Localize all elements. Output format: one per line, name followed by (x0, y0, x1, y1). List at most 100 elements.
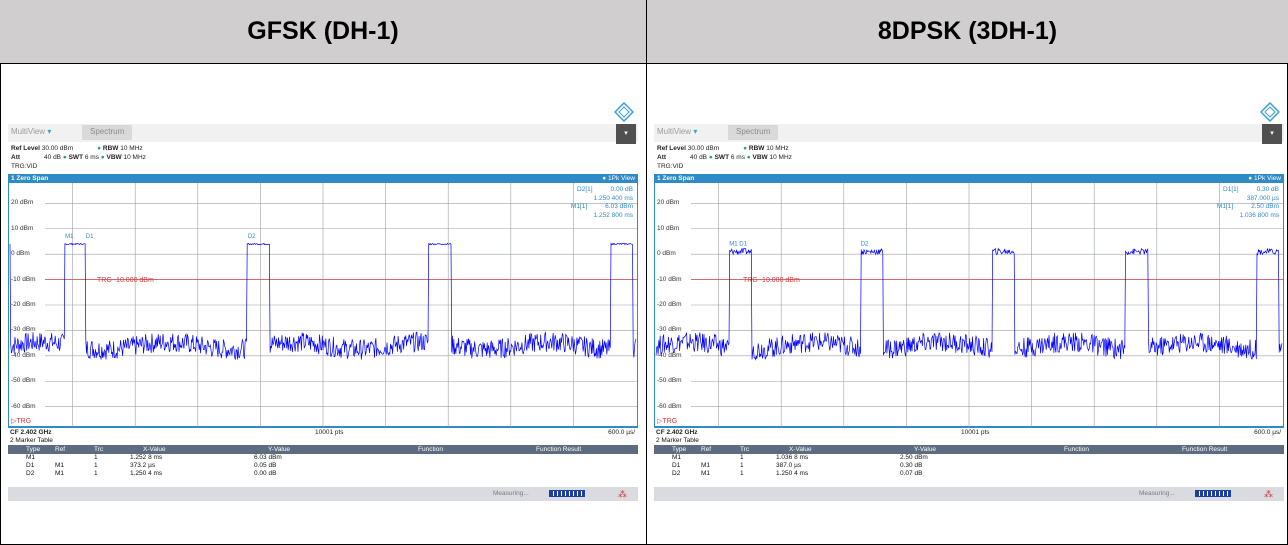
y-tick-label: 20 dBm (11, 199, 34, 207)
marker-cell: 2.50 dBm (900, 454, 928, 461)
marker-label: D2 (861, 242, 869, 248)
y-tick-label: -60 dBm (11, 402, 36, 410)
marker-readout: M1[1] 6.03 dBm (571, 203, 633, 210)
y-tick-label: 0 dBm (657, 250, 676, 258)
progress-bar (549, 490, 585, 497)
analyzer-panel-1: MultiView ▾ Spectrum ▾ Ref Level 30.00 d… (8, 96, 638, 516)
y-tick-label: -20 dBm (657, 301, 682, 308)
column-header: Trc (740, 446, 750, 453)
trace-line (655, 247, 1283, 361)
marker-cell: 0.05 dB (254, 462, 277, 469)
y-tick-label: -10 dBm (657, 275, 682, 283)
marker-cell: M1 (26, 454, 36, 461)
analyzer-panel-2: MultiView ▾ Spectrum ▾ Ref Level 30.00 d… (654, 96, 1284, 516)
menu-button[interactable]: ▾ (1262, 124, 1282, 144)
marker-cell: D1 (26, 462, 35, 469)
column-header: X-Value (143, 446, 166, 453)
network-icon[interactable]: ⁂ (1264, 489, 1273, 499)
plot-footer: CF 2.402 GHz 10001 pts 600.0 µs/ (8, 427, 638, 436)
marker-readout-value: 1.036 800 ms (1239, 211, 1279, 219)
column-header: Function (1064, 446, 1089, 453)
column-header: Ref (55, 446, 66, 453)
zero-span-plot[interactable]: TRG -10.000 dBm ▷TRG M1 D1 D2 20 dBm 10 dBm 0 … (8, 183, 638, 427)
marker-label: M1 (65, 234, 74, 240)
header-left: GFSK (DH-1) (0, 0, 646, 64)
marker-readout-value: 387.000 µs (1246, 194, 1279, 202)
marker-table: 2 Marker Table Type Ref Trc X-Value Y-Value F… (654, 437, 1284, 484)
marker-cell: 1.036 8 ms (776, 454, 809, 461)
tab-multiview[interactable]: MultiView ▾ (657, 127, 698, 136)
column-header: Y-Value (268, 446, 291, 453)
tab-spectrum[interactable]: Spectrum (728, 125, 779, 140)
marker-row[interactable]: M1 1 1.036 8 ms 2.50 dBm (654, 454, 1284, 462)
marker-label: D2 (248, 234, 256, 240)
column-header: X-Value (789, 446, 812, 453)
marker-table-header: Type Ref Trc X-Value Y-Value Function Function… (654, 445, 1284, 454)
marker-readout: 1.036 800 ms (1222, 212, 1279, 219)
rs-logo-icon (1260, 102, 1280, 122)
marker-row[interactable]: D1 M1 1 373.2 µs 0.05 dB (8, 462, 638, 470)
marker-readout: D2[1] 0.00 dB (577, 186, 633, 193)
parameter-bar: Ref Level 30.00 dBm ● RBW 10 MHz Att 40 dB… (657, 145, 792, 170)
marker-cell: 387.0 µs (776, 462, 802, 469)
tab-spectrum[interactable]: Spectrum (82, 125, 133, 140)
column-header: Function Result (536, 446, 582, 453)
marker-cell: M1 (55, 462, 65, 469)
marker-cell: 1.250 4 ms (130, 470, 163, 477)
marker-cell: D2 (26, 470, 35, 477)
marker-cell: 1 (94, 462, 98, 469)
y-tick-label: -30 dBm (11, 326, 36, 334)
marker-row[interactable]: D1 M1 1 387.0 µs 0.30 dB (654, 462, 1284, 470)
trigger-label: ▷TRG (11, 418, 31, 425)
y-tick-label: 0 dBm (11, 250, 30, 258)
marker-readout: 1.250 400 ms (576, 195, 633, 202)
marker-cell: D2 (672, 470, 681, 477)
marker-cell: 0.00 dB (254, 470, 277, 477)
marker-readout-label: D2[1] (577, 186, 593, 193)
zero-span-plot[interactable]: TRG -10.000 dBm ▷TRG M1 D1 D2 20 dBm 10 dBm 0 … (654, 183, 1284, 427)
marker-readout-value: 0.30 dB (1256, 186, 1279, 193)
marker-label: D1 (86, 234, 94, 240)
marker-readout-label: M1[1] (570, 203, 588, 210)
marker-cell: 1.250 4 ms (776, 470, 809, 477)
column-divider (646, 0, 647, 545)
marker-readout-label: M1[1] (1216, 203, 1234, 210)
marker-readout-value: 6.03 dBm (605, 203, 633, 210)
parameter-bar: Ref Level 30.00 dBm ● RBW 10 MHz Att 40 dB… (11, 145, 146, 170)
marker-cell: 373.2 µs (130, 462, 156, 469)
marker-table-header: Type Ref Trc X-Value Y-Value Function Function… (8, 445, 638, 454)
marker-cell: M1 (55, 470, 65, 477)
marker-table-title: 2 Marker Table (8, 437, 638, 445)
marker-row[interactable]: M1 1 1.252 8 ms 6.03 dBm (8, 454, 638, 462)
marker-row[interactable]: D2 M1 1 1.250 4 ms 0.00 dB (8, 470, 638, 478)
menu-button[interactable]: ▾ (616, 124, 636, 144)
marker-cell: 1.252 8 ms (130, 454, 163, 461)
marker-cell: 1 (740, 454, 744, 461)
marker-cell: 6.03 dBm (254, 454, 282, 461)
marker-readout-value: 1.252 800 ms (593, 211, 633, 219)
progress-bar (1195, 490, 1231, 497)
column-header: Type (672, 446, 687, 453)
marker-readout-value: 2.50 dBm (1251, 203, 1279, 210)
column-header: Type (26, 446, 41, 453)
tab-bar: MultiView ▾ Spectrum (654, 124, 1284, 142)
marker-row[interactable]: D2 M1 1 1.250 4 ms 0.07 dB (654, 470, 1284, 478)
network-icon[interactable]: ⁂ (618, 489, 627, 499)
marker-label: M1 (729, 242, 738, 248)
status-text: Measuring... (493, 490, 529, 497)
marker-readout: M1[1] 2.50 dBm (1217, 203, 1279, 210)
column-header: Ref (701, 446, 712, 453)
tab-multiview[interactable]: MultiView ▾ (11, 127, 52, 136)
trace-header: 1 Zero Span ● 1Pk View (654, 174, 1284, 183)
column-header: Function Result (1182, 446, 1228, 453)
marker-cell: 1 (740, 470, 744, 477)
marker-readout: 387.000 µs (1229, 195, 1279, 202)
y-tick-label: 20 dBm (657, 199, 680, 207)
marker-cell: 0.07 dB (900, 470, 923, 477)
y-tick-label: -10 dBm (11, 275, 36, 283)
y-tick-label: -50 dBm (657, 377, 682, 385)
y-tick-label: -60 dBm (657, 402, 682, 410)
rs-logo-icon (614, 102, 634, 122)
